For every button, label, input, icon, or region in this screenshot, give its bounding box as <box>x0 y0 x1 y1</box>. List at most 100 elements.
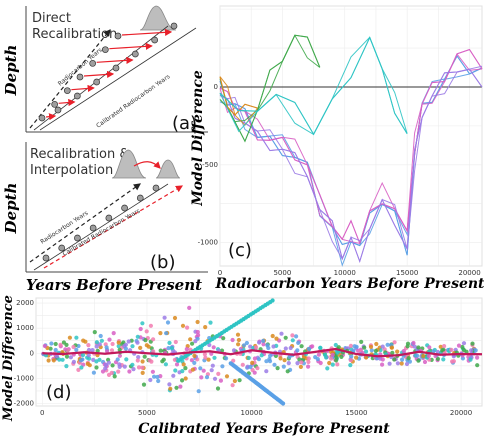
recalibration-arrow <box>71 84 95 93</box>
panel-a-label-calibrated: Calibrated Radiocarbon Years <box>95 73 171 129</box>
panel-d-point <box>392 357 397 362</box>
panel-d-y-tick: 2000 <box>16 299 34 307</box>
panel-d-point <box>363 349 369 354</box>
panel-d-point <box>46 358 51 363</box>
panel-d-point <box>117 362 122 367</box>
panel-d-point <box>91 370 96 375</box>
panel-d-point <box>224 356 229 361</box>
panel-d-point <box>71 344 76 350</box>
panel-d-point <box>246 355 251 361</box>
panel-d-point <box>294 334 299 339</box>
panel-d-point <box>295 361 300 366</box>
panel-d-point <box>306 356 311 361</box>
panel-d-point <box>190 341 195 346</box>
panel-d-point <box>449 347 454 352</box>
panel-d-point <box>231 358 236 363</box>
panel-d-point <box>106 372 112 377</box>
panel-d-letter: (d) <box>46 382 71 403</box>
panel-d-point <box>151 349 156 354</box>
schematic-dot <box>101 46 109 54</box>
panel-d-point <box>306 359 311 365</box>
panel-d-point <box>333 342 338 348</box>
panel-d-point <box>285 369 290 374</box>
panel-d-point <box>136 365 142 370</box>
panel-d-point <box>215 386 221 391</box>
panel-d-point <box>63 347 68 352</box>
schematic-dot <box>38 114 46 122</box>
panel-d-point <box>94 359 99 364</box>
panel-d-point <box>475 355 480 360</box>
panel-d-point <box>271 344 276 349</box>
panel-d-point <box>188 337 193 342</box>
panel-d-point <box>150 369 155 374</box>
panel-d-point <box>460 344 465 350</box>
panel-d-point <box>155 374 160 380</box>
panel-d-point <box>85 361 90 366</box>
panel-d-point <box>336 345 341 350</box>
panel-d-point <box>287 354 292 359</box>
panel-d-point <box>290 333 295 338</box>
panel-d-point <box>151 337 156 342</box>
panel-b-letter: (b) <box>150 252 175 273</box>
panel-d-point <box>296 340 301 345</box>
panel-d-point <box>373 348 378 353</box>
panel-d-point <box>92 330 97 335</box>
panel-d-x-title: Calibrated Years Before Present <box>138 421 390 437</box>
panel-c-plot-area <box>219 5 483 267</box>
panel-d-point <box>470 341 475 346</box>
panel-d-point <box>254 345 259 350</box>
panel-d-point <box>299 344 304 349</box>
panel-d-point <box>196 333 201 338</box>
schematic-x-title: Years Before Present <box>26 276 202 294</box>
panel-d-point <box>183 366 188 371</box>
panel-d-point <box>248 364 253 370</box>
panel-d-point <box>166 346 171 351</box>
schematic-dot <box>152 184 160 192</box>
panel-d-point <box>143 338 148 343</box>
panel-d-point <box>97 357 102 362</box>
panel-d-point <box>422 359 428 365</box>
panel-d-point <box>351 348 356 353</box>
panel-d-point <box>117 353 122 358</box>
panel-b-density-bump-1 <box>111 149 147 179</box>
panel-d-point <box>142 354 147 359</box>
panel-d-point <box>395 361 400 366</box>
panel-d-y-tick: 0 <box>30 349 34 357</box>
panel-d-point <box>380 344 385 349</box>
panel-d-point <box>318 345 323 350</box>
panel-d-point <box>135 358 140 363</box>
panel-d-point <box>362 345 367 350</box>
panel-d-point <box>42 343 48 349</box>
panel-d-point <box>431 349 436 354</box>
panel-c: Model Difference 0 5000 10000 15000 20000 0 -5… <box>190 5 484 292</box>
panel-d-point <box>107 337 112 342</box>
panel-d-point <box>210 363 215 368</box>
panel-d-point <box>192 360 197 365</box>
panel-d-point <box>404 361 410 367</box>
recalibration-arrow <box>96 56 134 64</box>
panel-d-point <box>283 346 288 351</box>
panel-d-x-tick: 0 <box>40 409 44 417</box>
schematic-dot <box>73 92 81 100</box>
panel-b-density-bump-2 <box>155 159 181 179</box>
panel-a-sample-dots <box>38 22 178 122</box>
panel-d-point <box>224 374 230 379</box>
panel-d-point <box>310 344 315 349</box>
panel-d-point <box>198 366 203 371</box>
panel-d-point <box>71 359 76 364</box>
panel-d-point <box>279 331 284 336</box>
panel-d-point <box>349 354 354 359</box>
panel-d-point <box>219 348 225 353</box>
panel-d-point <box>264 369 269 374</box>
panel-d-point <box>335 350 340 355</box>
panel-d-y-title: Model Difference <box>1 295 16 422</box>
panel-d-point <box>324 355 329 360</box>
panel-d-point <box>160 359 165 364</box>
panel-d-point <box>112 374 117 379</box>
panel-d-point <box>79 365 84 370</box>
recalibration-arrow <box>83 70 115 79</box>
panel-c-series-line <box>219 76 258 116</box>
panel-d-point <box>60 357 65 362</box>
panel-d-point <box>387 361 392 366</box>
